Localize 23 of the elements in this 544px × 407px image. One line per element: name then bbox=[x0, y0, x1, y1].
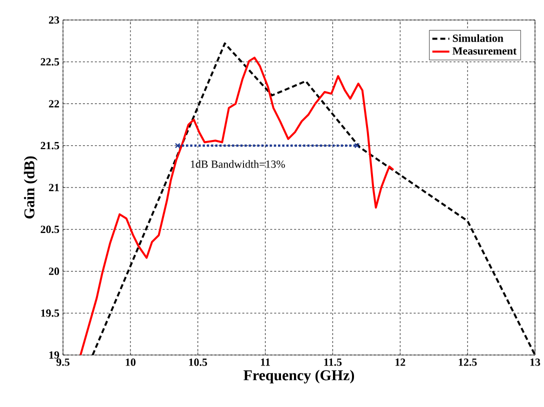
y-axis-title: Gain (dB) bbox=[24, 156, 38, 219]
y-tick-label: 21 bbox=[48, 184, 59, 192]
x-tick-label: 11.5 bbox=[324, 358, 342, 366]
x-tick-label: 13 bbox=[530, 358, 540, 366]
x-tick-label: 10 bbox=[126, 358, 136, 366]
x-axis-title: Frequency (GHz) bbox=[244, 370, 354, 384]
y-tick-label: 20.5 bbox=[40, 226, 60, 234]
y-tick-label: 22.5 bbox=[40, 58, 60, 66]
y-tick-label: 21.5 bbox=[40, 142, 60, 150]
line-series bbox=[80, 56, 394, 355]
y-tick-label: 22 bbox=[48, 100, 59, 108]
legend-label: Simulation bbox=[452, 34, 504, 42]
x-tick-label: 12.5 bbox=[458, 358, 477, 366]
legend-label: Measurement bbox=[452, 47, 517, 55]
x-tick-label: 11 bbox=[260, 358, 270, 366]
x-tick-label: 9.5 bbox=[56, 358, 70, 366]
y-tick-label: 19 bbox=[49, 351, 60, 359]
y-tick-label: 23 bbox=[48, 16, 60, 24]
y-tick-label: 19.5 bbox=[41, 309, 60, 317]
x-tick-label: 12 bbox=[396, 358, 406, 366]
y-tick-label: 20 bbox=[48, 268, 60, 275]
x-tick-label: 10.5 bbox=[189, 358, 208, 366]
annotation: 1dB Bandwidth=13% bbox=[190, 160, 285, 168]
